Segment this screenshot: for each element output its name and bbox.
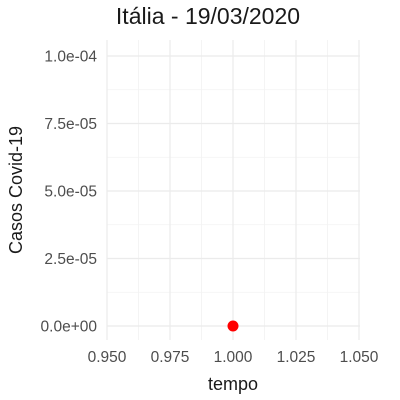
x-tick-label: 1.000 [214,349,253,366]
y-tick-label: 2.5e-05 [44,251,97,268]
y-tick-label: 5.0e-05 [44,184,97,201]
x-axis-ticks: 0.950 0.975 1.000 1.025 1.050 [88,349,379,366]
x-tick-label: 1.050 [340,349,379,366]
chart-title: Itália - 19/03/2020 [116,3,300,29]
x-tick-label: 0.975 [151,349,190,366]
grid [106,40,360,340]
y-axis-ticks: 0.0e+00 2.5e-05 5.0e-05 7.5e-05 1.0e-04 [41,49,98,336]
y-tick-label: 1.0e-04 [44,49,97,66]
y-tick-label: 7.5e-05 [44,116,97,133]
x-axis-title: tempo [208,374,258,394]
y-tick-label: 0.0e+00 [41,319,98,336]
x-tick-label: 0.950 [88,349,127,366]
x-tick-label: 1.025 [277,349,316,366]
data-points [227,320,239,332]
data-point [227,320,239,332]
y-axis-title: Casos Covid-19 [6,126,26,254]
